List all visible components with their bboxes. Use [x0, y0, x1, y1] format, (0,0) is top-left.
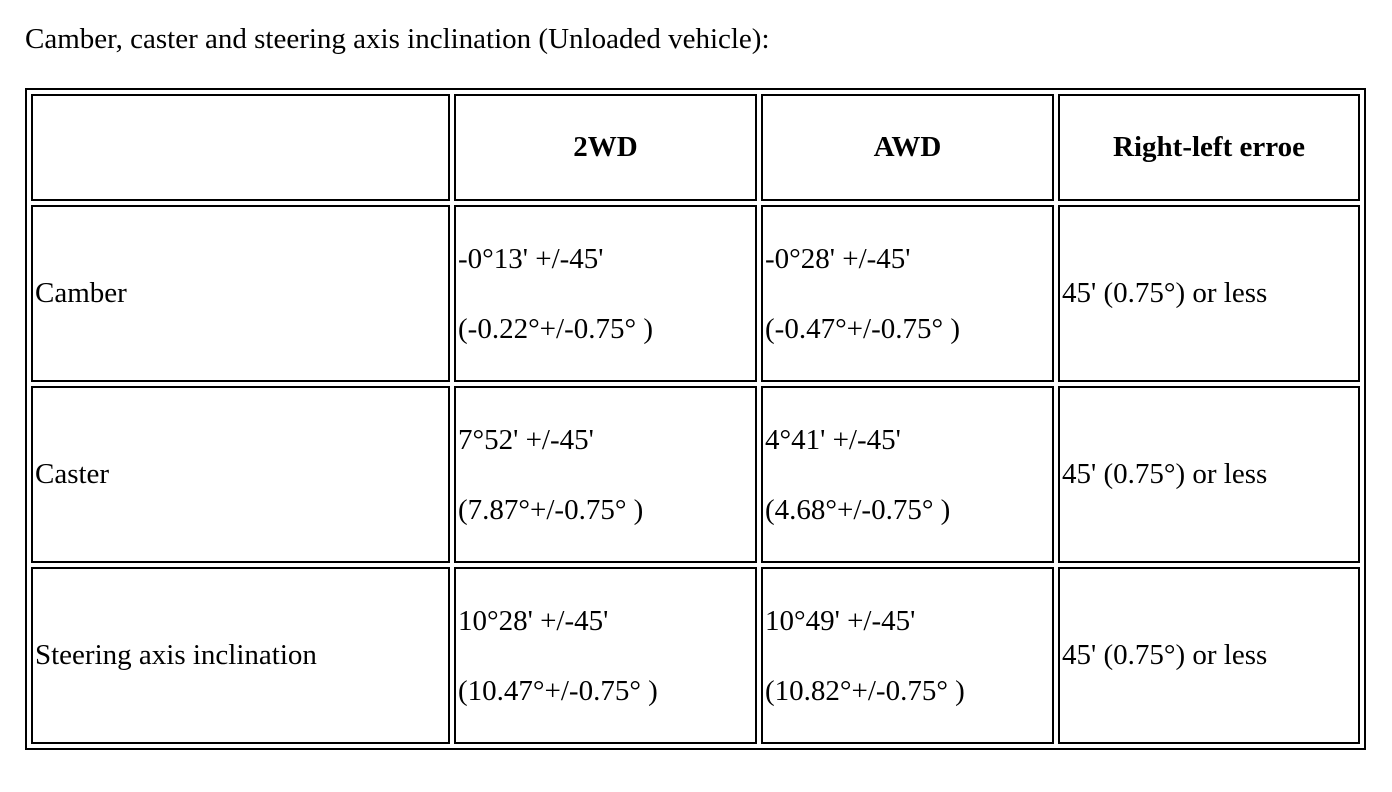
value-line: 10°28' +/-45' — [458, 604, 609, 637]
value-cell-awd: 10°49' +/-45' (10.82°+/-0.75° ) — [761, 567, 1054, 744]
value-line: (10.47°+/-0.75° ) — [458, 674, 658, 707]
value-line: 10°49' +/-45' — [765, 604, 916, 637]
value-line: (-0.47°+/-0.75° ) — [765, 312, 960, 345]
value-line: (7.87°+/-0.75° ) — [458, 493, 644, 526]
row-label-cell: Steering axis inclination — [31, 567, 450, 744]
value-cell-error: 45' (0.75°) or less — [1058, 386, 1360, 563]
value-line: (10.82°+/-0.75° ) — [765, 674, 965, 707]
table-row-camber: Camber -0°13' +/-45' (-0.22°+/-0.75° ) -… — [31, 205, 1360, 382]
page-title: Camber, caster and steering axis inclina… — [25, 23, 770, 55]
table-row-steering-axis-inclination: Steering axis inclination 10°28' +/-45' … — [31, 567, 1360, 744]
value-line: -0°13' +/-45' — [458, 242, 604, 275]
value-line: -0°28' +/-45' — [765, 242, 911, 275]
value-line: 4°41' +/-45' — [765, 423, 901, 456]
value-cell-2wd: 7°52' +/-45' (7.87°+/-0.75° ) — [454, 386, 757, 563]
row-label-cell: Caster — [31, 386, 450, 563]
value-cell-2wd: -0°13' +/-45' (-0.22°+/-0.75° ) — [454, 205, 757, 382]
header-cell-2wd: 2WD — [454, 94, 757, 201]
header-cell-empty — [31, 94, 450, 201]
table-row-caster: Caster 7°52' +/-45' (7.87°+/-0.75° ) 4°4… — [31, 386, 1360, 563]
value-line: (-0.22°+/-0.75° ) — [458, 312, 653, 345]
header-cell-right-left-error: Right-left erroe — [1058, 94, 1360, 201]
value-cell-error: 45' (0.75°) or less — [1058, 567, 1360, 744]
value-cell-awd: 4°41' +/-45' (4.68°+/-0.75° ) — [761, 386, 1054, 563]
value-cell-2wd: 10°28' +/-45' (10.47°+/-0.75° ) — [454, 567, 757, 744]
alignment-spec-table: 2WD AWD Right-left erroe Camber -0°13' +… — [25, 88, 1366, 750]
header-cell-awd: AWD — [761, 94, 1054, 201]
value-line: 7°52' +/-45' — [458, 423, 594, 456]
value-line: (4.68°+/-0.75° ) — [765, 493, 951, 526]
value-cell-awd: -0°28' +/-45' (-0.47°+/-0.75° ) — [761, 205, 1054, 382]
row-label-cell: Camber — [31, 205, 450, 382]
table-header-row: 2WD AWD Right-left erroe — [31, 94, 1360, 201]
value-cell-error: 45' (0.75°) or less — [1058, 205, 1360, 382]
